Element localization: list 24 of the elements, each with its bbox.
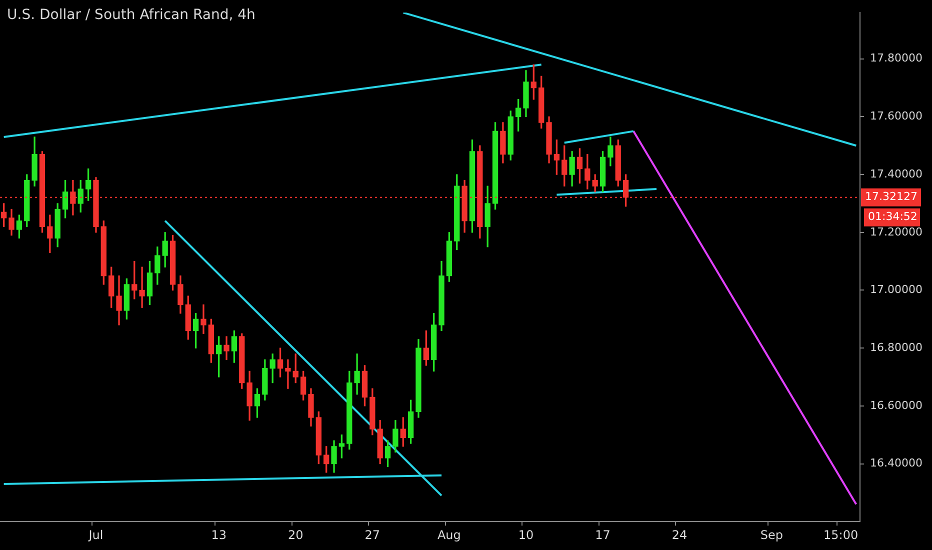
- y-tick-label: 16.40000: [870, 456, 922, 470]
- x-tick-label: 20: [288, 528, 304, 542]
- y-tick-label: 17.60000: [870, 110, 922, 123]
- x-tick-label: 10: [518, 528, 534, 542]
- x-tick-label: 17: [595, 528, 610, 542]
- x-tick-label: 27: [364, 528, 380, 542]
- candlestick: [139, 266, 145, 308]
- candlestick: [200, 304, 206, 334]
- y-tick-label: 17.00000: [870, 283, 922, 296]
- x-tick-label: 15:00: [824, 528, 858, 542]
- x-tick-label: 24: [672, 528, 688, 542]
- y-tick-label: 16.60000: [870, 398, 922, 412]
- candlestick: [285, 359, 291, 389]
- x-tick-label: Jul: [88, 528, 104, 542]
- y-tick-label: 17.40000: [870, 167, 922, 180]
- y-tick-label: 17.20000: [870, 225, 922, 238]
- text: 01:34:52: [868, 210, 918, 224]
- chart-title: U.S. Dollar / South African Rand, 4h: [7, 7, 256, 23]
- ref-line-label: 17.32127: [865, 190, 918, 204]
- x-tick-label: Sep: [760, 528, 784, 542]
- x-tick-label: 13: [211, 528, 226, 542]
- x-tick-label: Aug: [437, 528, 461, 542]
- y-tick-label: 17.80000: [870, 52, 922, 65]
- y-tick-label: 16.80000: [870, 340, 922, 354]
